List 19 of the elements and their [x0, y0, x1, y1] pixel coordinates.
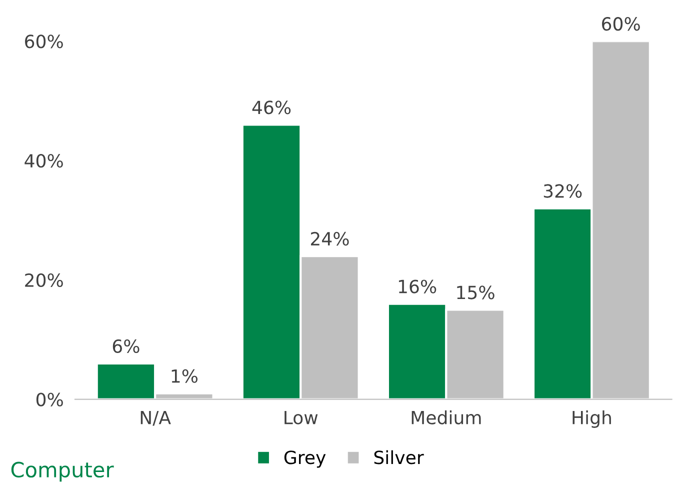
data-label: 60% — [602, 17, 640, 31]
x-tick-label: Low — [284, 410, 318, 424]
legend-label: Silver — [374, 450, 424, 464]
data-label: 46% — [252, 100, 291, 114]
legend-label: Grey — [284, 450, 326, 468]
text: Computer — [11, 462, 114, 482]
data-label: 15% — [457, 286, 494, 300]
x-tick-label: Medium — [412, 410, 481, 424]
data-label: 6% — [112, 339, 140, 354]
data-label: 16% — [398, 280, 436, 294]
x-tick-label: High — [572, 410, 611, 428]
y-tick-label: 20% — [25, 273, 63, 288]
data-label: 1% — [172, 369, 198, 383]
data-label: 32% — [544, 184, 582, 198]
y-tick-label: 40% — [24, 154, 63, 168]
y-tick-label: 60% — [25, 34, 63, 48]
y-tick-label: 0% — [36, 392, 63, 406]
data-label: 24% — [310, 232, 349, 246]
x-tick-label: N/A — [140, 410, 171, 426]
